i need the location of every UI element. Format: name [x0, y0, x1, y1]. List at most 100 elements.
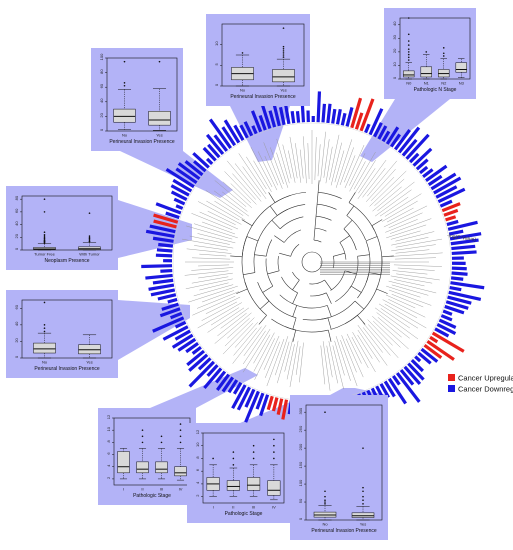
- dendrogram-branch: [258, 315, 267, 325]
- radial-bar: [399, 369, 415, 386]
- leaf-label-stub: [362, 327, 383, 353]
- radial-bar: [155, 202, 182, 215]
- radial-bar: [174, 329, 191, 341]
- outlier-point: [43, 236, 46, 239]
- y-tick-label: 100: [298, 479, 303, 486]
- dendrogram-branch: [315, 204, 318, 217]
- y-tick-label: 6: [195, 468, 200, 471]
- outlier-point: [252, 451, 255, 453]
- radial-bar: [271, 397, 279, 412]
- leaf-label-stub: [390, 230, 421, 240]
- dendrogram-arc: [330, 315, 358, 330]
- legend: Cancer Upregulated Cancer Downregulated: [448, 374, 513, 394]
- radial-bar: [345, 107, 354, 127]
- dendrogram-branch: [348, 192, 356, 203]
- outlier-point: [282, 48, 285, 50]
- leaf-label-stub: [388, 212, 423, 229]
- box-Yes: [272, 27, 295, 87]
- leaf-label-stub: [378, 303, 419, 329]
- outlier-point: [362, 486, 364, 489]
- leaf-label-stub: [284, 338, 294, 372]
- y-tick-label: 0: [99, 128, 104, 131]
- radial-bar: [175, 204, 184, 210]
- box-N2: [438, 47, 450, 80]
- radial-bar: [145, 229, 175, 239]
- leaf-label-stub: [377, 181, 415, 212]
- radial-bar: [364, 123, 371, 134]
- radial-bar: [412, 147, 433, 167]
- radial-bar: [192, 152, 210, 169]
- outlier-point: [442, 47, 445, 49]
- leaf-label-stub: [393, 264, 442, 267]
- outlier-point: [362, 490, 364, 493]
- outlier-point: [273, 438, 275, 441]
- leaf-label-stub: [388, 289, 432, 306]
- leaf-label-stub: [201, 301, 238, 321]
- radial-bar: [153, 213, 179, 224]
- outlier-point: [407, 53, 410, 56]
- x-tick-label: Yes: [86, 360, 93, 365]
- leaf-label-stub: [198, 264, 230, 267]
- leaf-label-stub: [186, 225, 233, 240]
- leaf-label-stub: [374, 178, 405, 206]
- radial-bar: [417, 351, 432, 365]
- dendrogram-branch: [314, 216, 317, 229]
- y-tick-label: 10: [195, 442, 200, 447]
- leaf-label-stub: [385, 219, 418, 233]
- radial-bar: [423, 343, 443, 359]
- radial-bar: [440, 314, 453, 322]
- outlier-point: [273, 444, 275, 447]
- box-III: [247, 444, 261, 497]
- radial-bar: [427, 174, 443, 187]
- dendrogram-arc: [241, 222, 255, 257]
- radial-bar: [377, 125, 388, 140]
- x-tick-label: II: [232, 505, 234, 510]
- dendrogram-branch: [326, 292, 332, 304]
- leaf-label-stub: [341, 335, 357, 373]
- leaf-label-stub: [243, 330, 266, 365]
- radial-bar: [448, 290, 482, 301]
- panel-background: [91, 48, 183, 151]
- radial-bar: [391, 375, 401, 386]
- x-tick-label: No: [322, 522, 328, 527]
- leaf-label-stub: [325, 146, 333, 184]
- iqr-box: [113, 108, 136, 123]
- box-IV: [174, 423, 187, 481]
- leaf-label-stub: [194, 245, 228, 251]
- outlier-point: [88, 236, 91, 239]
- leaf-label-stub: [191, 213, 233, 230]
- radial-bar: [158, 242, 174, 248]
- box-III: [155, 435, 168, 480]
- leaf-label-stub: [196, 291, 239, 309]
- radial-bar: [205, 157, 214, 166]
- connector-wedge: [360, 99, 450, 162]
- leaf-label-stub: [234, 163, 262, 197]
- outlier-point: [407, 59, 410, 61]
- radial-bar: [232, 381, 243, 395]
- dendrogram-branch: [327, 305, 332, 317]
- leaf-label-stub: [264, 155, 279, 186]
- panel-background: [6, 186, 118, 270]
- radial-bar: [448, 229, 464, 236]
- leaf-label-stub: [191, 267, 234, 271]
- dendrogram-branch: [343, 219, 353, 230]
- leaf-label-stub: [276, 152, 289, 188]
- radial-bar: [450, 276, 464, 281]
- radial-bar: [451, 271, 468, 276]
- outlier-point: [232, 451, 235, 453]
- leaf-label-stub: [205, 296, 241, 314]
- outlier-point: [273, 451, 275, 453]
- y-tick-label: 40: [392, 21, 397, 26]
- outlier-point: [407, 44, 410, 46]
- radial-bar: [414, 355, 422, 363]
- leaf-label-stub: [388, 299, 426, 318]
- radial-bar: [258, 114, 267, 131]
- radial-bar: [429, 335, 439, 344]
- outlier-point: [88, 239, 91, 241]
- radial-bar: [439, 199, 453, 208]
- x-axis-label: Perineural Invasion Presence: [311, 528, 377, 534]
- radial-bar: [227, 379, 239, 394]
- dendrogram-root: [301, 251, 323, 273]
- radial-bar: [172, 178, 193, 193]
- outlier-point: [282, 56, 285, 58]
